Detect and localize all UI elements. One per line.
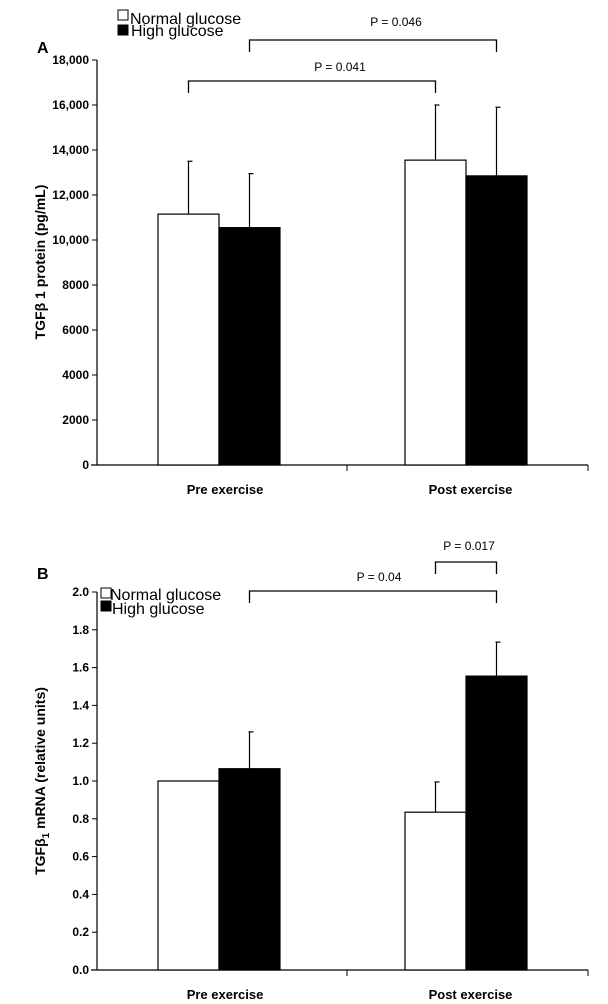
legend-label: Normal glucose bbox=[130, 11, 241, 28]
y-tick-label: 0.6 bbox=[72, 850, 89, 864]
y-tick-label: 14,000 bbox=[52, 143, 89, 157]
y-tick-label: 0.8 bbox=[72, 812, 89, 826]
significance-bracket bbox=[248, 39, 498, 52]
bar bbox=[218, 227, 281, 466]
x-category-label: Pre exercise bbox=[187, 987, 264, 1002]
p-value-annotation: P = 0.046 bbox=[370, 15, 422, 29]
bar bbox=[218, 768, 281, 971]
chart-panel-b: B 0.0 0.2 0.4 0.6 0.8 1.0 1.2 1.4 1.6 1.8 2.0 TGFβ1 … bbox=[32, 539, 589, 1002]
panel-letter: A bbox=[37, 40, 49, 57]
y-tick-label: 0.2 bbox=[72, 925, 89, 939]
legend-label: High glucose bbox=[112, 601, 205, 618]
legend-swatch bbox=[100, 600, 112, 612]
y-tick-label: 12,000 bbox=[52, 188, 89, 202]
significance-bracket bbox=[434, 561, 498, 574]
y-tick-label: 2.0 bbox=[72, 585, 89, 599]
y-tick-label: 1.6 bbox=[72, 661, 89, 675]
legend-swatch bbox=[117, 24, 129, 36]
y-tick-label: 2000 bbox=[62, 413, 89, 427]
y-tick-label: 6000 bbox=[62, 323, 89, 337]
bar bbox=[157, 780, 220, 971]
y-tick-label: 18,000 bbox=[52, 53, 89, 67]
significance-bracket bbox=[187, 80, 437, 93]
bar bbox=[404, 811, 467, 971]
significance-bracket bbox=[248, 590, 498, 603]
chart-panel-a: A 0 2000 4000 6000 8000 10,000 12,000 14,000 16,0… bbox=[32, 9, 589, 497]
x-category-label: Post exercise bbox=[429, 482, 513, 497]
y-tick-label: 0 bbox=[82, 458, 89, 472]
y-tick-label: 10,000 bbox=[52, 233, 89, 247]
bar bbox=[465, 675, 528, 971]
y-tick-label: 1.8 bbox=[72, 623, 89, 637]
y-tick-label: 1.2 bbox=[72, 736, 89, 750]
legend-label: High glucose bbox=[131, 23, 224, 40]
bar bbox=[157, 213, 220, 466]
y-tick-label: 0.4 bbox=[72, 887, 89, 901]
y-tick-label: 1.0 bbox=[72, 774, 89, 788]
bar bbox=[465, 175, 528, 466]
y-axis-title: TGFβ1 mRNA (relative units) bbox=[32, 687, 52, 875]
y-tick-label: 1.4 bbox=[72, 698, 89, 712]
bar bbox=[404, 159, 467, 466]
legend-swatch bbox=[100, 587, 112, 599]
y-tick-label: 4000 bbox=[62, 368, 89, 382]
p-value-annotation: P = 0.017 bbox=[443, 539, 495, 553]
x-category-label: Pre exercise bbox=[187, 482, 264, 497]
legend-swatch bbox=[117, 9, 129, 21]
y-axis-title: TGFβ 1 protein (pg/mL) bbox=[32, 185, 48, 340]
y-tick-label: 16,000 bbox=[52, 98, 89, 112]
p-value-annotation: P = 0.041 bbox=[314, 60, 366, 74]
x-category-label: Post exercise bbox=[429, 987, 513, 1002]
legend-label: Normal glucose bbox=[110, 587, 221, 604]
panel-letter: B bbox=[37, 566, 49, 583]
y-tick-label: 0.0 bbox=[72, 963, 89, 977]
p-value-annotation: P = 0.04 bbox=[357, 570, 402, 584]
y-tick-label: 8000 bbox=[62, 278, 89, 292]
